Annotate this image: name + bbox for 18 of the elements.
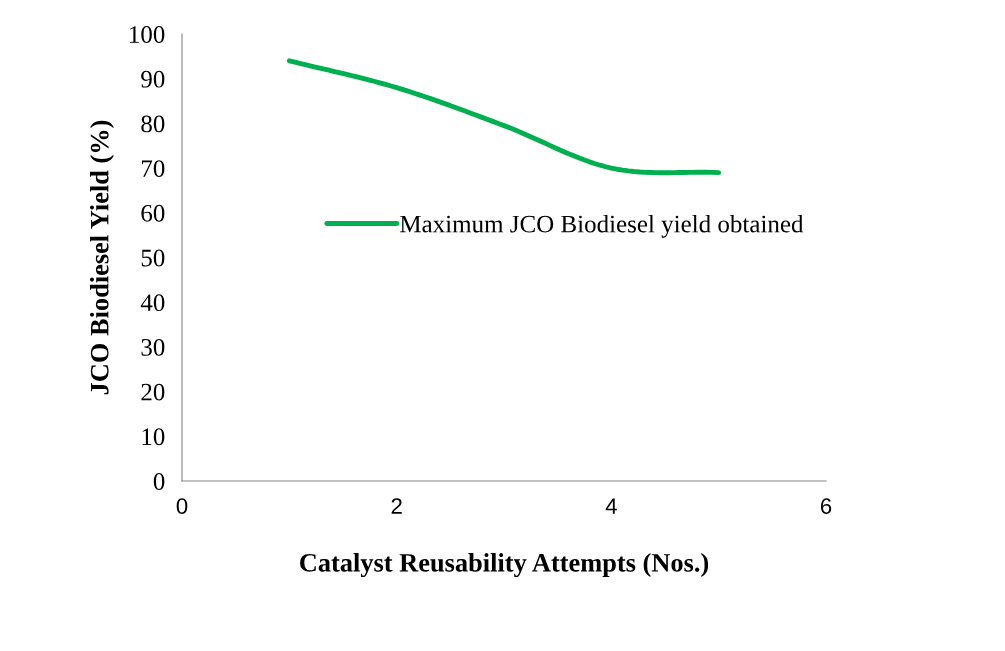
- y-tick-label: 40: [140, 294, 165, 312]
- y-tick-label: 80: [141, 115, 165, 133]
- y-tick-label: 70: [141, 160, 165, 178]
- y-tick-label: 20: [141, 383, 165, 401]
- y-tick-label: 30: [141, 338, 165, 356]
- x-tick-label: 6: [820, 498, 832, 514]
- x-tick-label: 0: [176, 498, 188, 514]
- y-tick-label: 60: [141, 204, 165, 222]
- y-tick-label: 50: [141, 249, 165, 267]
- y-tick-label: 100: [130, 26, 165, 43]
- y-tick-label: 0: [153, 473, 165, 490]
- y-axis-title: JCO Biodiesel Yield (%): [90, 120, 114, 395]
- y-tick-label: 90: [141, 70, 165, 88]
- x-tick-label: 4: [605, 498, 617, 514]
- y-tick-label: 10: [142, 428, 165, 446]
- legend-label: Maximum JCO Biodiesel yield obtained: [400, 214, 804, 238]
- x-tick-label: 2: [391, 498, 402, 514]
- x-axis-title: Catalyst Reusability Attempts (Nos.): [300, 553, 709, 578]
